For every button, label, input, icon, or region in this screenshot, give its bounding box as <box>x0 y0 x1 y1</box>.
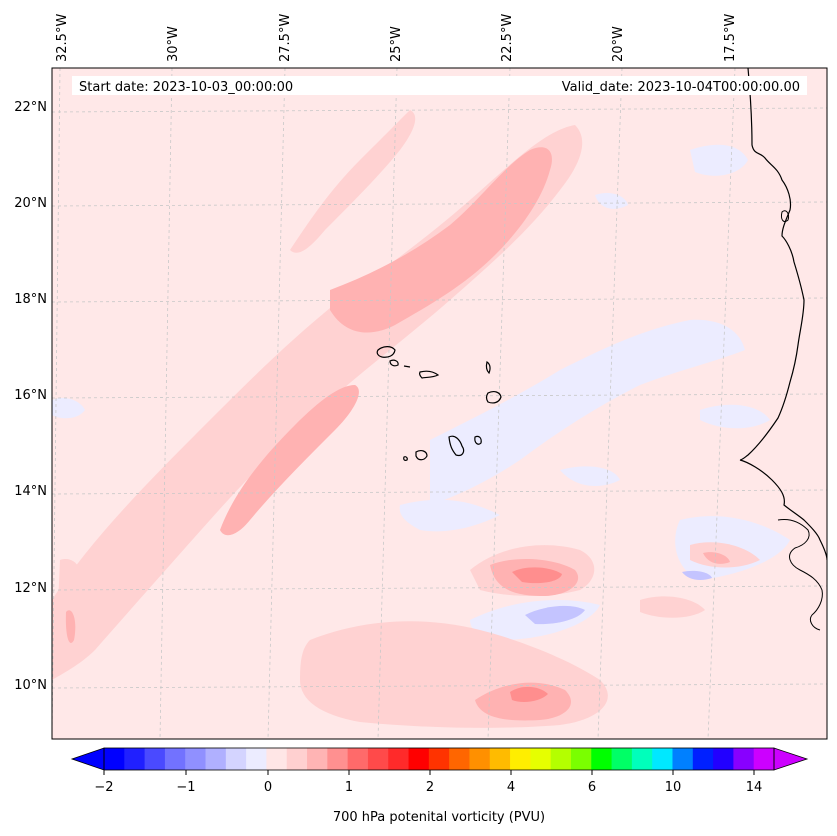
colorbar-segment <box>286 748 308 770</box>
colorbar-tick-label: −1 <box>176 780 195 795</box>
colorbar-over-arrow <box>773 747 809 771</box>
lat-label: 10°N <box>14 678 47 693</box>
colorbar-segment <box>124 748 146 770</box>
colorbar-segment <box>611 748 633 770</box>
lon-label: 32.5°W <box>55 14 70 62</box>
colorbar-segment <box>570 748 592 770</box>
colorbar-tick-label: 14 <box>746 780 763 795</box>
lat-label: 16°N <box>14 388 47 403</box>
colorbar-segment <box>672 748 694 770</box>
latitude-labels: 22°N 20°N 18°N 16°N 14°N 12°N 10°N <box>14 100 47 693</box>
colorbar-segment <box>327 748 349 770</box>
island-sao-nicolau <box>419 370 440 379</box>
lat-label: 22°N <box>14 100 47 115</box>
island-boa-vista <box>485 391 502 404</box>
colorbar-segment <box>489 748 511 770</box>
colorbar-segment <box>408 748 430 770</box>
date-header-box <box>72 76 807 95</box>
colorbar-frame <box>103 747 775 771</box>
island-sal <box>485 361 491 375</box>
colorbar-segment <box>692 748 714 770</box>
canary-coast-detail <box>781 210 789 223</box>
island-sao-vicente <box>389 359 399 367</box>
island-maio <box>474 435 482 445</box>
colorbar-segment <box>449 748 471 770</box>
colorbar-segment <box>307 748 328 770</box>
island-fogo <box>415 450 428 461</box>
lon-label: 27.5°W <box>278 14 293 62</box>
island-brava <box>403 456 408 461</box>
map-panel <box>52 68 827 739</box>
senegal-coast-detail <box>777 519 823 631</box>
colorbar-segment <box>591 748 613 770</box>
colorbar-segments <box>104 748 775 770</box>
colorbar-segment <box>225 748 247 770</box>
valid-date-label: Valid_date: 2023-10-04T00:00:00.00 <box>562 80 800 95</box>
colorbar-segment <box>631 748 653 770</box>
colorbar-segment <box>388 748 410 770</box>
pv-contour-strong-pink <box>510 567 562 702</box>
colorbar: −2 −1 0 1 2 4 6 10 14 700 hPa potenital … <box>70 747 809 825</box>
colorbar-tick-label: 10 <box>665 780 682 795</box>
colorbar-segment <box>428 748 450 770</box>
colorbar-segment <box>469 748 491 770</box>
africa-coastline <box>739 68 827 561</box>
lon-label: 22.5°W <box>500 14 515 62</box>
colorbar-segment <box>266 748 288 770</box>
lat-label: 18°N <box>14 292 47 307</box>
colorbar-segment <box>164 748 186 770</box>
island-santa-luzia <box>403 365 411 368</box>
lat-label: 20°N <box>14 196 47 211</box>
colorbar-segment <box>246 748 268 770</box>
colorbar-segment <box>104 748 125 770</box>
colorbar-segment <box>713 748 734 770</box>
lat-label: 12°N <box>14 581 47 596</box>
start-date-label: Start date: 2023-10-03_00:00:00 <box>79 80 293 95</box>
colorbar-title: 700 hPa potenital vorticity (PVU) <box>333 810 545 825</box>
island-santiago <box>448 435 465 457</box>
colorbar-segment <box>733 748 755 770</box>
colorbar-under-arrow <box>70 747 105 771</box>
colorbar-ticks <box>103 770 755 775</box>
map-frame <box>51 67 828 740</box>
lon-label: 30°W <box>166 26 181 62</box>
colorbar-segment <box>530 748 552 770</box>
colorbar-segment <box>510 748 531 770</box>
island-santo-antao <box>376 346 396 358</box>
colorbar-segment <box>367 748 389 770</box>
colorbar-segment <box>652 748 674 770</box>
lon-label: 20°W <box>611 26 626 62</box>
lat-label: 14°N <box>14 484 47 499</box>
colorbar-tick-label: −2 <box>94 780 113 795</box>
longitude-labels: 32.5°W 30°W 27.5°W 25°W 22.5°W 20°W 17.5… <box>55 14 738 62</box>
pv-contour-mid-blue <box>525 570 712 625</box>
colorbar-segment <box>144 748 166 770</box>
colorbar-segment <box>550 748 572 770</box>
colorbar-segment <box>753 748 775 770</box>
colorbar-tick-label: 2 <box>426 780 434 795</box>
graticule <box>52 68 827 739</box>
colorbar-segment <box>347 748 369 770</box>
colorbar-tick-label: 6 <box>588 780 596 795</box>
colorbar-segment <box>185 748 207 770</box>
cape-verde-islands <box>376 346 502 461</box>
colorbar-tick-label: 0 <box>264 780 272 795</box>
colorbar-tick-label: 4 <box>507 780 515 795</box>
lon-label: 25°W <box>389 26 404 62</box>
colorbar-tick-label: 1 <box>345 780 353 795</box>
lon-label: 17.5°W <box>723 14 738 62</box>
colorbar-segment <box>205 748 227 770</box>
